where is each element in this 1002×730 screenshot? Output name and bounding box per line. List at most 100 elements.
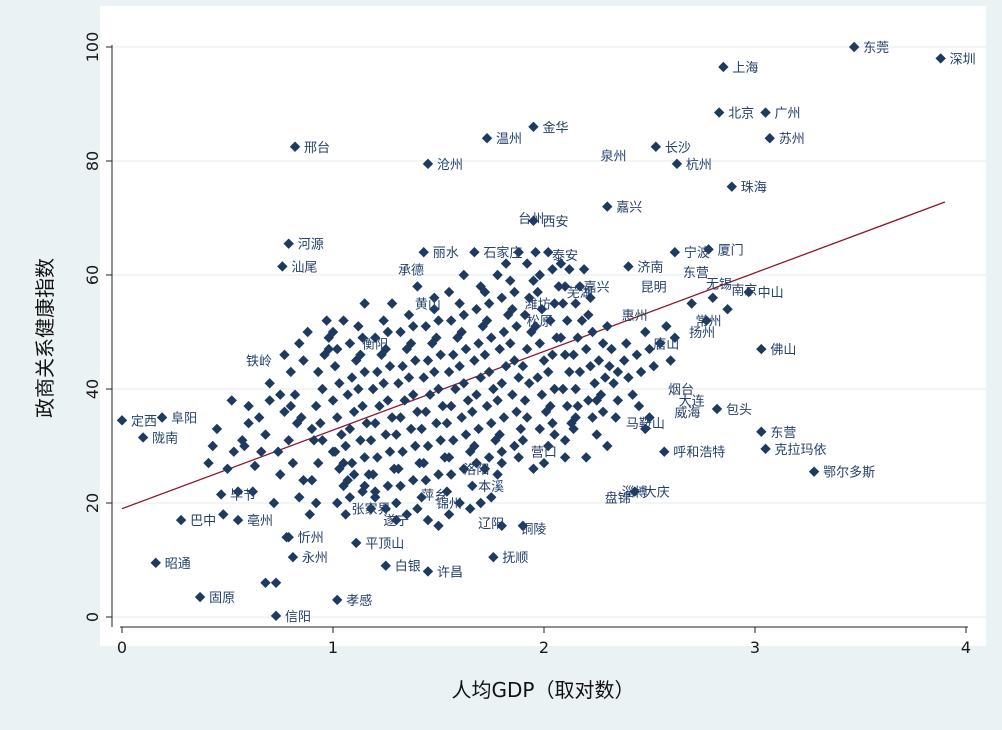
point-label: 辽阳 xyxy=(478,517,504,532)
data-point xyxy=(593,355,605,366)
data-point xyxy=(418,457,429,469)
data-point xyxy=(454,298,465,309)
data-point xyxy=(315,418,326,429)
point-label: 呼和浩特 xyxy=(673,446,725,461)
data-point xyxy=(570,412,581,423)
data-point xyxy=(494,343,505,355)
data-point xyxy=(338,457,349,469)
data-point xyxy=(308,435,320,446)
data-point xyxy=(429,366,440,378)
data-point xyxy=(610,412,621,423)
data-point-labeled xyxy=(137,432,149,443)
point-label: 厦门 xyxy=(718,243,744,258)
data-point xyxy=(340,440,351,452)
data-point xyxy=(458,378,470,389)
data-point xyxy=(686,298,697,309)
data-point xyxy=(405,423,417,435)
data-point-labeled xyxy=(287,551,299,563)
data-point xyxy=(395,480,406,492)
data-point xyxy=(513,372,524,383)
y-tick-label: 60 xyxy=(83,265,102,285)
data-point xyxy=(359,366,370,378)
point-label: 扬州 xyxy=(689,326,715,341)
data-point xyxy=(323,343,334,355)
data-point xyxy=(382,326,394,338)
data-point xyxy=(517,361,529,372)
data-point xyxy=(380,429,391,440)
point-label: 克拉玛依 xyxy=(775,443,827,458)
data-point xyxy=(538,457,550,469)
point-label: 潍坊 xyxy=(525,298,551,313)
data-point xyxy=(707,292,718,303)
data-point-labeled xyxy=(718,61,729,73)
data-point xyxy=(543,366,554,378)
data-point xyxy=(228,446,240,457)
data-point xyxy=(294,492,305,503)
data-point xyxy=(547,418,558,429)
point-label: 上海 xyxy=(732,61,758,76)
data-point xyxy=(372,452,383,463)
data-point xyxy=(538,355,550,366)
point-label: 中山 xyxy=(758,286,784,301)
point-label: 定西 xyxy=(131,414,157,429)
data-point xyxy=(422,440,434,452)
data-point xyxy=(549,298,560,309)
data-point xyxy=(669,332,681,343)
data-point xyxy=(581,452,592,463)
data-point xyxy=(348,406,360,417)
data-point xyxy=(384,361,396,372)
data-point xyxy=(367,383,379,395)
data-point xyxy=(416,492,427,503)
data-point xyxy=(397,446,408,457)
data-point xyxy=(313,366,324,378)
data-point xyxy=(498,412,510,423)
y-tick-label: 40 xyxy=(83,379,102,399)
point-label: 巴中 xyxy=(190,514,216,529)
data-point xyxy=(471,457,482,469)
data-point xyxy=(359,298,370,309)
data-point xyxy=(471,304,482,315)
data-point-labeled xyxy=(270,610,282,622)
data-point xyxy=(283,435,294,446)
point-label: 汕尾 xyxy=(291,260,317,275)
data-point xyxy=(370,418,381,429)
data-point-labeled xyxy=(351,537,362,549)
data-point xyxy=(393,378,404,389)
data-point xyxy=(359,452,370,463)
data-point xyxy=(207,440,218,452)
data-point-labeled xyxy=(756,426,767,437)
data-point xyxy=(545,315,556,326)
point-label: 嘉兴 xyxy=(616,201,642,216)
data-point xyxy=(581,343,592,355)
x-tick-label: 0 xyxy=(117,638,127,657)
data-point xyxy=(602,440,613,452)
data-point xyxy=(528,463,539,474)
data-point xyxy=(458,309,470,321)
data-point xyxy=(285,366,296,378)
point-label: 深圳 xyxy=(950,52,976,67)
data-point xyxy=(275,389,286,400)
data-point xyxy=(570,298,581,309)
fit-line-layer xyxy=(121,201,946,510)
data-point xyxy=(410,355,421,366)
data-point xyxy=(418,372,429,383)
data-point xyxy=(397,361,408,372)
data-point xyxy=(232,486,244,497)
data-point xyxy=(429,292,440,303)
data-point xyxy=(559,435,571,446)
data-point xyxy=(509,440,520,452)
data-point xyxy=(564,366,575,378)
data-point xyxy=(382,395,394,406)
point-label: 广州 xyxy=(775,107,801,122)
data-point xyxy=(454,497,465,509)
data-point-labeled xyxy=(726,181,737,192)
data-point-labeled xyxy=(650,141,662,152)
data-point xyxy=(313,457,324,469)
data-point xyxy=(372,366,383,378)
data-point xyxy=(604,361,615,372)
data-point xyxy=(285,400,296,412)
data-point xyxy=(599,372,611,383)
data-point xyxy=(555,258,567,269)
data-point xyxy=(559,281,571,292)
data-point-labeled xyxy=(703,244,714,255)
